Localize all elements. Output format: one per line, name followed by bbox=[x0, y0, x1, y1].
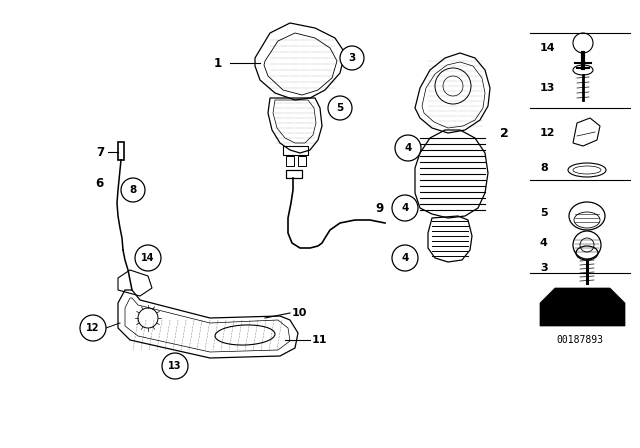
Bar bbox=[118, 142, 124, 160]
Text: 10: 10 bbox=[292, 308, 307, 318]
Bar bbox=[286, 156, 294, 166]
Circle shape bbox=[80, 315, 106, 341]
Circle shape bbox=[392, 195, 418, 221]
Text: 14: 14 bbox=[540, 43, 556, 53]
Bar bbox=[298, 156, 306, 166]
Text: 3: 3 bbox=[348, 53, 356, 63]
Circle shape bbox=[162, 353, 188, 379]
Text: 7: 7 bbox=[96, 146, 104, 159]
Text: 00187893: 00187893 bbox=[557, 335, 604, 345]
Circle shape bbox=[328, 96, 352, 120]
Text: 12: 12 bbox=[540, 128, 556, 138]
Circle shape bbox=[392, 245, 418, 271]
Text: 8: 8 bbox=[540, 163, 548, 173]
Polygon shape bbox=[540, 288, 625, 326]
Bar bbox=[286, 170, 302, 178]
Text: 8: 8 bbox=[129, 185, 136, 195]
Text: 4: 4 bbox=[404, 143, 412, 153]
Text: 9: 9 bbox=[375, 202, 383, 215]
Circle shape bbox=[340, 46, 364, 70]
Text: 4: 4 bbox=[540, 238, 548, 248]
Text: 13: 13 bbox=[540, 83, 556, 93]
Circle shape bbox=[135, 245, 161, 271]
Text: 11: 11 bbox=[312, 335, 328, 345]
Circle shape bbox=[395, 135, 421, 161]
Circle shape bbox=[121, 178, 145, 202]
Text: 13: 13 bbox=[168, 361, 182, 371]
Text: 14: 14 bbox=[141, 253, 155, 263]
Text: 6: 6 bbox=[96, 177, 104, 190]
Text: 12: 12 bbox=[86, 323, 100, 333]
Text: 5: 5 bbox=[540, 208, 548, 218]
Text: 1: 1 bbox=[214, 56, 222, 69]
Text: 5: 5 bbox=[337, 103, 344, 113]
Text: 4: 4 bbox=[401, 203, 409, 213]
Text: 4: 4 bbox=[401, 253, 409, 263]
Text: 2: 2 bbox=[500, 126, 509, 139]
Text: 3: 3 bbox=[540, 263, 548, 273]
